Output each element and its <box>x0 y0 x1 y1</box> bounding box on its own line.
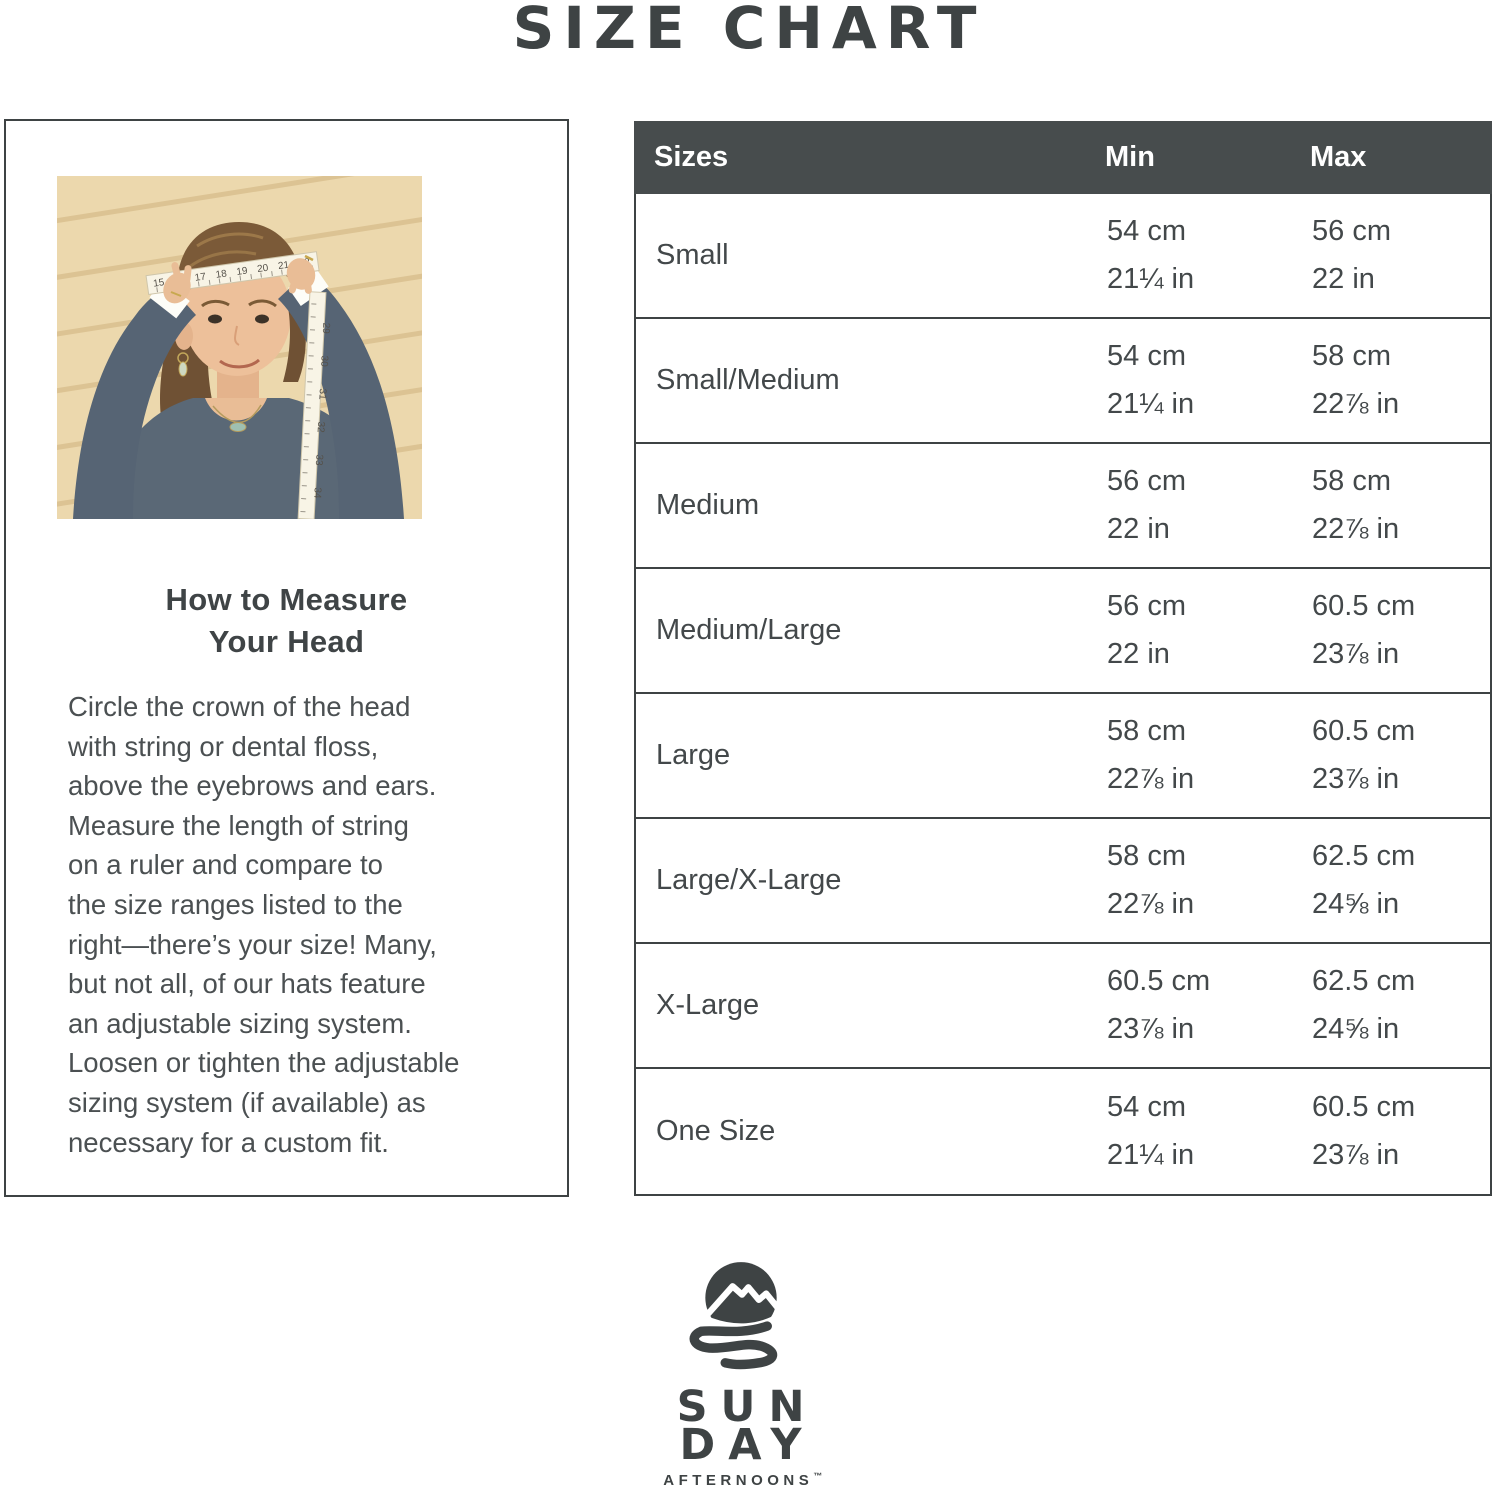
tape-ticks <box>300 303 317 513</box>
max-in: 23⅞ in <box>1312 1139 1400 1171</box>
size-table: Sizes Min Max Small 54 cm 21¼ in 56 cm 2… <box>634 121 1492 1196</box>
max-cm: 60.5 cm <box>1312 1091 1416 1123</box>
size-cell: Large <box>656 739 731 771</box>
table-row: Large 58 cm 22⅞ in 60.5 cm 23⅞ in <box>636 694 1490 819</box>
min-in: 21¼ in <box>1107 1139 1195 1171</box>
max-in: 24⅝ in <box>1312 888 1400 920</box>
earring-leaf <box>178 361 188 377</box>
table-row: X-Large 60.5 cm 23⅞ in 62.5 cm 24⅝ in <box>636 944 1490 1069</box>
arm-left <box>73 285 196 519</box>
min-cm: 54 cm <box>1107 340 1186 372</box>
min-in: 22 in <box>1107 513 1170 545</box>
tape-number: 18 <box>215 268 228 281</box>
hair-highlight-2 <box>187 250 257 270</box>
logo-text-sun: SUN <box>676 1382 818 1432</box>
size-cell: X-Large <box>656 989 760 1021</box>
max-in: 24⅝ in <box>1312 1013 1400 1045</box>
min-cm: 54 cm <box>1107 1091 1186 1123</box>
max-cm: 60.5 cm <box>1312 715 1416 747</box>
table-row: Large/X-Large 58 cm 22⅞ in 62.5 cm 24⅝ i… <box>636 819 1490 944</box>
max-in: 22 in <box>1312 263 1375 295</box>
eye-left <box>208 314 222 324</box>
table-row: Small 54 cm 21¼ in 56 cm 22 in <box>636 194 1490 319</box>
max-in: 22⅞ in <box>1312 388 1400 420</box>
tape-number: 33 <box>313 454 325 466</box>
nose <box>234 325 240 346</box>
min-in: 22 in <box>1107 638 1170 670</box>
tape-number: 15 <box>153 277 166 290</box>
min-in: 23⅞ in <box>1107 1013 1195 1045</box>
sun-mountain-trail-icon <box>689 1262 785 1370</box>
size-cell: One Size <box>656 1115 776 1147</box>
size-cell: Small <box>656 239 729 271</box>
min-in: 21¼ in <box>1107 263 1195 295</box>
how-to-measure-panel: 15 16 17 18 19 20 21 22 29 30 31 32 33 3… <box>4 119 569 1197</box>
tape-number: 34 <box>311 487 323 499</box>
header-min: Min <box>1105 141 1155 173</box>
smile <box>219 358 261 369</box>
hand-left <box>163 262 192 304</box>
table-body: Small 54 cm 21¼ in 56 cm 22 in Small/Med… <box>634 194 1492 1196</box>
max-in: 22⅞ in <box>1312 513 1400 545</box>
tape-number: 32 <box>315 421 327 433</box>
tape-number: 30 <box>318 355 330 367</box>
min-cm: 58 cm <box>1107 840 1186 872</box>
tape-number: 29 <box>320 322 332 334</box>
tape-number: 19 <box>236 265 249 278</box>
min-cm: 60.5 cm <box>1107 965 1211 997</box>
max-cm: 62.5 cm <box>1312 965 1416 997</box>
hair-highlight <box>196 232 264 248</box>
header-sizes: Sizes <box>654 141 729 173</box>
header-max: Max <box>1310 141 1367 173</box>
min-cm: 58 cm <box>1107 715 1186 747</box>
table-row: One Size 54 cm 21¼ in 60.5 cm 23⅞ in <box>636 1069 1490 1194</box>
table-row: Small/Medium 54 cm 21¼ in 58 cm 22⅞ in <box>636 319 1490 444</box>
measuring-photo-illustration: 15 16 17 18 19 20 21 22 29 30 31 32 33 3… <box>57 176 422 519</box>
min-in: 21¼ in <box>1107 388 1195 420</box>
logo-text-day: DAY <box>679 1420 815 1470</box>
table-header-row: Sizes Min Max <box>634 121 1492 194</box>
sun <box>704 1262 777 1334</box>
tape-number: 17 <box>194 271 207 284</box>
min-cm: 56 cm <box>1107 465 1186 497</box>
size-cell: Small/Medium <box>656 364 840 396</box>
measuring-tape-vertical: 29 30 31 32 33 34 <box>297 291 332 519</box>
eyebrow-left <box>201 299 230 308</box>
measuring-photo: 15 16 17 18 19 20 21 22 29 30 31 32 33 3… <box>57 176 422 519</box>
max-cm: 56 cm <box>1312 215 1391 247</box>
chest <box>205 398 267 421</box>
min-in: 22⅞ in <box>1107 763 1195 795</box>
tape-number: 21 <box>277 260 290 273</box>
max-cm: 60.5 cm <box>1312 590 1416 622</box>
table-row: Medium 56 cm 22 in 58 cm 22⅞ in <box>636 444 1490 569</box>
howto-heading: How to Measure Your Head <box>165 582 408 659</box>
min-cm: 56 cm <box>1107 590 1186 622</box>
max-cm: 58 cm <box>1312 340 1391 372</box>
pendant <box>229 422 247 432</box>
tape-number: 20 <box>257 263 270 276</box>
trademark-symbol: ™ <box>813 1471 823 1481</box>
page-title: SIZE CHART <box>512 0 986 62</box>
size-cell: Medium/Large <box>656 614 842 646</box>
max-in: 23⅞ in <box>1312 638 1400 670</box>
eye-right <box>255 314 269 324</box>
tape-number: 31 <box>316 388 328 400</box>
howto-instructions: Circle the crown of the head with string… <box>68 691 460 1158</box>
size-cell: Medium <box>656 489 760 521</box>
max-cm: 58 cm <box>1312 465 1391 497</box>
hand-right <box>286 254 316 294</box>
trail <box>689 1321 777 1370</box>
max-in: 23⅞ in <box>1312 763 1400 795</box>
mountain-ridge <box>704 1283 782 1317</box>
sunday-afternoons-logo: SUN DAY AFTERNOONS™ <box>624 1260 857 1489</box>
logo-text-afternoons: AFTERNOONS™ <box>663 1471 823 1489</box>
min-cm: 54 cm <box>1107 215 1186 247</box>
eyebrow-right <box>248 299 277 308</box>
max-cm: 62.5 cm <box>1312 840 1416 872</box>
table-row: Medium/Large 56 cm 22 in 60.5 cm 23⅞ in <box>636 569 1490 694</box>
min-in: 22⅞ in <box>1107 888 1195 920</box>
size-cell: Large/X-Large <box>656 864 842 896</box>
